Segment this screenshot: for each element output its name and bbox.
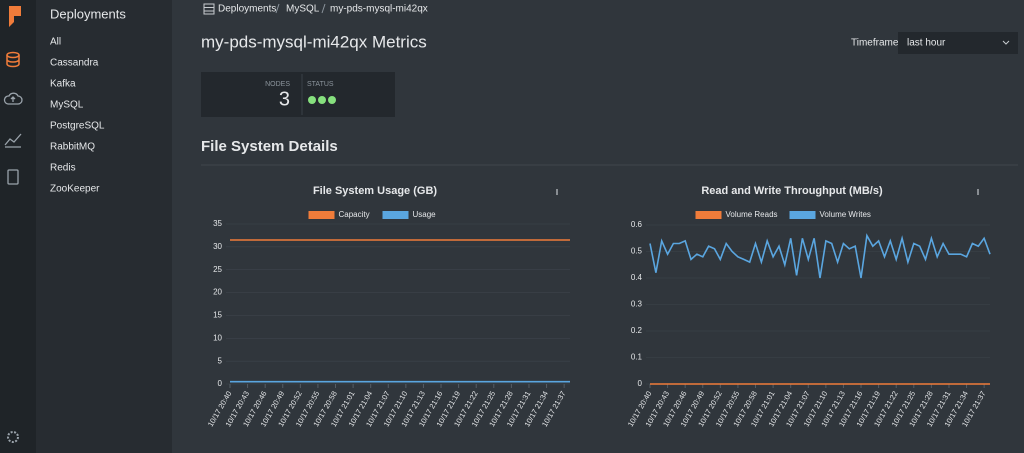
legend-label: Usage [413, 210, 437, 219]
sidebar-item[interactable]: Kafka [50, 79, 76, 90]
status-dot [318, 96, 326, 104]
sidebar-item[interactable]: Redis [50, 163, 76, 174]
y-tick-label: 30 [213, 242, 222, 251]
y-tick-label: 0.6 [631, 220, 643, 229]
cloud-icon[interactable] [3, 92, 23, 105]
legend-label: Volume Reads [726, 210, 778, 219]
sidebar-item[interactable]: ZooKeeper [50, 184, 100, 195]
sidebar-item[interactable]: Cassandra [50, 58, 99, 69]
y-tick-label: 0.5 [631, 247, 643, 256]
status-dot [328, 96, 336, 104]
legend-swatch [789, 211, 816, 219]
y-tick-label: 20 [213, 288, 222, 297]
breadcrumb-item: my-pds-mysql-mi42qx [330, 4, 428, 15]
sidebar-item[interactable]: RabbitMQ [50, 142, 95, 153]
logo[interactable] [9, 6, 21, 27]
dropdown-chevron [1002, 40, 1010, 45]
nodes-label: NODES [265, 81, 290, 88]
breadcrumb-icon [203, 3, 215, 15]
icon-bar [0, 0, 36, 453]
y-tick-label: 0 [638, 379, 643, 388]
page-title: my-pds-mysql-mi42qx Metrics [201, 32, 427, 51]
y-tick-label: 0 [218, 379, 223, 388]
breadcrumb-item[interactable]: Deployments [218, 4, 276, 15]
chart-menu-dot[interactable] [556, 189, 558, 191]
y-tick-label: 0.3 [631, 300, 643, 309]
nodes-value: 3 [279, 88, 290, 110]
legend-swatch [382, 211, 409, 219]
status-dot [308, 96, 316, 104]
y-tick-label: 0.2 [631, 326, 643, 335]
bill-icon[interactable] [7, 169, 19, 185]
sidebar [36, 0, 172, 453]
db-icon-body [6, 55, 20, 68]
y-tick-label: 35 [213, 219, 222, 228]
y-tick-label: 25 [213, 265, 222, 274]
timeframe-value[interactable]: last hour [907, 38, 946, 49]
legend-swatch [308, 211, 335, 219]
chart-title: File System Usage (GB) [313, 185, 437, 197]
chart-menu-dot[interactable] [556, 191, 558, 193]
settings-icon[interactable] [7, 431, 19, 443]
timeframe-label: Timeframe [851, 38, 899, 49]
stats-box [201, 72, 395, 117]
legend-label: Capacity [339, 210, 370, 219]
breadcrumb-item[interactable]: MySQL [286, 4, 320, 15]
sidebar-item[interactable]: PostgreSQL [50, 121, 105, 132]
y-tick-label: 10 [213, 333, 222, 342]
breadcrumb-separator [321, 3, 326, 14]
breadcrumb-separator [275, 3, 280, 14]
chart-menu-dot[interactable] [977, 189, 979, 191]
chart-menu-dot[interactable] [977, 191, 979, 193]
y-tick-label: 0.4 [631, 273, 643, 282]
chart-menu-dot[interactable] [556, 193, 558, 195]
chart-menu-dot[interactable] [977, 193, 979, 195]
chart-icon[interactable] [4, 133, 22, 148]
y-tick-label: 5 [218, 356, 223, 365]
sidebar-title: Deployments [50, 6, 126, 21]
sidebar-item[interactable]: All [50, 37, 61, 48]
chart-title: Read and Write Throughput (MB/s) [701, 185, 883, 197]
y-tick-label: 0.1 [631, 353, 643, 362]
y-tick-label: 15 [213, 311, 222, 320]
legend-label: Volume Writes [820, 210, 871, 219]
status-label: STATUS [307, 81, 334, 88]
section-title: File System Details [201, 138, 338, 155]
series-line [649, 233, 991, 279]
timeframe-select[interactable] [898, 32, 1018, 54]
legend-swatch [695, 211, 722, 219]
sidebar-item[interactable]: MySQL [50, 100, 84, 111]
